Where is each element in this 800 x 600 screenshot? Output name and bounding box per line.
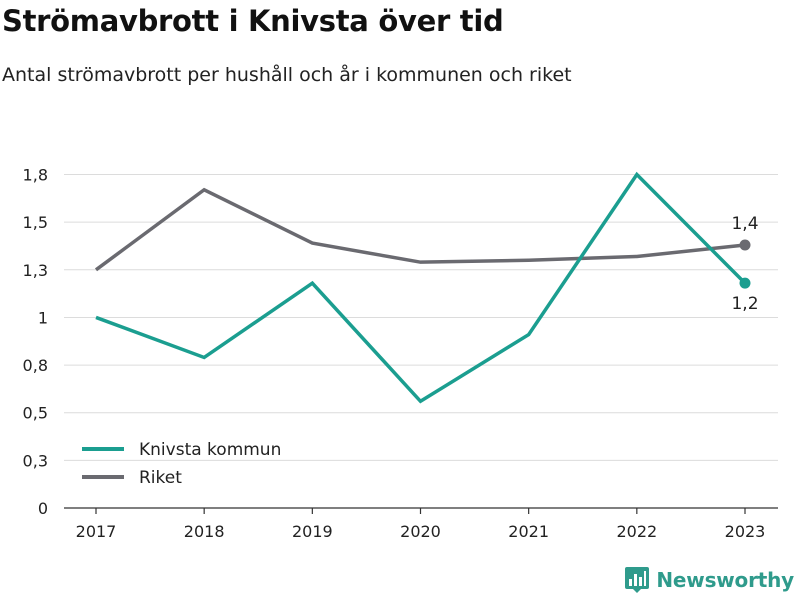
label-layer: 1,4 1,2 <box>731 214 758 314</box>
axis-layer: 0 0,3 0,5 0,8 1 1,3 1,5 1,8 2017 2018 2019 2020 2021… <box>23 166 778 541</box>
grid-layer <box>64 174 778 461</box>
y-tick-label: 0,3 <box>23 451 48 470</box>
x-tick-label: 2018 <box>184 522 225 541</box>
y-tick-label: 1,8 <box>23 166 48 185</box>
x-tick-label: 2020 <box>400 522 441 541</box>
brand-name: Newsworthy <box>656 568 794 592</box>
y-tick-label: 0,8 <box>23 356 48 375</box>
y-tick-label: 0 <box>38 499 48 518</box>
x-tick-label: 2022 <box>616 522 657 541</box>
legend-label: Knivsta kommun <box>139 440 281 460</box>
legend: Knivsta kommun Riket <box>82 440 281 488</box>
chart-subtitle: Antal strömavbrott per hushåll och år i … <box>2 64 572 86</box>
x-tick-label: 2019 <box>292 522 333 541</box>
y-tick-label: 1,5 <box>23 213 48 232</box>
x-tick-label: 2017 <box>76 522 117 541</box>
x-tick-label: 2023 <box>725 522 766 541</box>
newsworthy-logo-icon <box>625 567 650 593</box>
y-tick-label: 0,5 <box>23 404 48 423</box>
series-line-1 <box>94 187 746 272</box>
brand: Newsworthy <box>624 566 794 594</box>
series-layer <box>94 171 751 404</box>
data-label: 1,4 <box>731 214 758 234</box>
series-end-point <box>739 239 751 251</box>
legend-label: Riket <box>139 468 182 488</box>
x-tick-label: 2021 <box>508 522 549 541</box>
y-tick-label: 1 <box>38 308 48 327</box>
series-line-0 <box>95 171 747 404</box>
y-tick-label: 1,3 <box>23 261 48 280</box>
series-end-point <box>739 277 751 289</box>
data-label: 1,2 <box>731 294 758 314</box>
chart-title: Strömavbrott i Knivsta över tid <box>2 4 504 38</box>
